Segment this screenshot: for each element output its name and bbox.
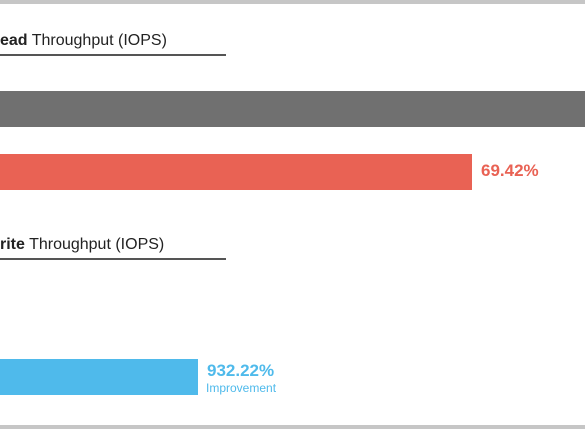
read-baseline-bar xyxy=(0,91,585,127)
write-throughput-title: rite Throughput (IOPS) xyxy=(0,236,226,260)
write-improvement-label: Improvement xyxy=(206,381,277,395)
write-title-bold: rite xyxy=(0,236,25,253)
write-improved-bar xyxy=(0,359,198,395)
top-border xyxy=(0,0,585,4)
read-improved-value-label: 69.42% xyxy=(481,161,539,180)
read-title-bold: ead xyxy=(0,32,28,49)
bottom-border xyxy=(0,425,585,429)
read-title-rest: Throughput (IOPS) xyxy=(27,32,167,49)
read-improved-bar xyxy=(0,154,472,190)
write-improved-value-label: 932.22% xyxy=(207,361,275,380)
write-title-rest: Throughput (IOPS) xyxy=(24,236,165,253)
read-throughput-title: ead Throughput (IOPS) xyxy=(0,32,226,56)
